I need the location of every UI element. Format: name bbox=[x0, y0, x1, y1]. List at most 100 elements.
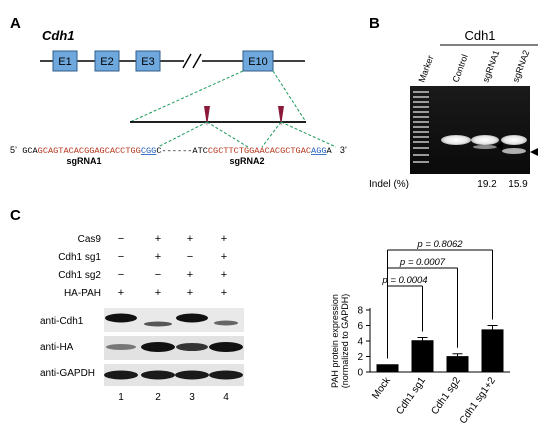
exon-e2: E2 bbox=[94, 50, 120, 72]
cleavage-arrow-1 bbox=[495, 142, 503, 150]
seq-gap: C------ATC bbox=[156, 146, 208, 156]
panel-b-gene-title: Cdh1 bbox=[464, 28, 495, 43]
exon-e1-label: E1 bbox=[58, 56, 71, 68]
seq-flank-2: A bbox=[327, 146, 333, 156]
blot-gapdh bbox=[104, 364, 244, 386]
x-category-label: Cdh1 sg1+2 bbox=[458, 375, 498, 426]
exon-e10-label: E10 bbox=[248, 56, 268, 68]
panel-c: C Cas9 Cdh1 sg1 Cdh1 sg2 HA-PAH − + + + … bbox=[10, 207, 510, 426]
indel-value-sgrna1: 19.2 bbox=[477, 179, 497, 190]
blot-ha bbox=[104, 336, 244, 360]
cell-sg2-1: − bbox=[118, 269, 124, 281]
gel-image bbox=[410, 86, 530, 174]
cell-sg1-3: − bbox=[187, 251, 193, 263]
y-axis-label-line1: PAH protein expression bbox=[330, 294, 340, 388]
blot-label-cdh1: anti-Cdh1 bbox=[40, 316, 84, 327]
lane-number-3: 3 bbox=[189, 392, 195, 403]
x-category-label: Cdh1 sg1 bbox=[394, 375, 428, 417]
bar bbox=[481, 329, 504, 372]
exon-e10: E10 bbox=[242, 50, 274, 72]
break-mark-2 bbox=[192, 53, 202, 69]
bar bbox=[376, 364, 399, 372]
band-sgrna2 bbox=[501, 135, 527, 145]
seq-flank-1: GCA bbox=[22, 146, 38, 156]
cut-site-2 bbox=[261, 106, 337, 148]
band-sgrna2-cleaved bbox=[502, 148, 526, 154]
blot-cdh1 bbox=[104, 308, 244, 332]
band-control bbox=[441, 135, 471, 145]
cell-sg1-1: − bbox=[118, 251, 124, 263]
y-tick-label: 2 bbox=[357, 352, 363, 363]
lane-number-2: 2 bbox=[155, 392, 161, 403]
row-label-hapah: HA-PAH bbox=[64, 288, 101, 299]
bar bbox=[446, 356, 469, 372]
seq-5prime: 5’ bbox=[10, 145, 17, 155]
sgrna2-label: sgRNA2 bbox=[229, 156, 264, 166]
lane-label-sgrna1: sgRNA1 bbox=[480, 49, 501, 84]
blot-label-gapdh: anti-GAPDH bbox=[40, 368, 95, 379]
cell-cas9-3: + bbox=[187, 233, 193, 245]
cell-cas9-4: + bbox=[221, 233, 227, 245]
cleavage-arrow-2 bbox=[530, 148, 538, 156]
seq-sgrna1: GCAGTACACGGAGCACCTGG bbox=[38, 146, 141, 156]
comparison-p-value: p = 0.8062 bbox=[416, 239, 463, 250]
bar bbox=[411, 340, 434, 372]
panel-a-gene-title: Cdh1 bbox=[42, 28, 75, 43]
cell-hapah-1: + bbox=[118, 287, 124, 299]
cell-sg2-4: + bbox=[221, 269, 227, 281]
panel-b-label: B bbox=[369, 15, 380, 32]
x-category-label: Mock bbox=[370, 375, 393, 402]
cell-sg1-4: + bbox=[221, 251, 227, 263]
row-label-sg2: Cdh1 sg2 bbox=[58, 270, 101, 281]
bar-chart: 0 2 4 6 8 PAH protein expression (normalized t… bbox=[330, 239, 510, 426]
cell-hapah-4: + bbox=[221, 287, 227, 299]
seq-3prime: 3’ bbox=[340, 145, 347, 155]
indel-value-sgrna2: 15.9 bbox=[508, 179, 528, 190]
cell-cas9-1: − bbox=[118, 233, 124, 245]
cut-site-1 bbox=[157, 106, 249, 148]
zoom-guide-left bbox=[129, 70, 244, 123]
y-axis-label-line2: (normalized to GAPDH) bbox=[340, 294, 350, 389]
lane-label-sgrna2: sgRNA2 bbox=[510, 49, 531, 84]
seq-pam2: AGG bbox=[311, 146, 326, 156]
seq-sgrna2: CGCTTCTGGAACACGCTGAC bbox=[208, 146, 311, 156]
cell-sg2-3: + bbox=[187, 269, 193, 281]
cell-cas9-2: + bbox=[155, 233, 161, 245]
cell-hapah-3: + bbox=[187, 287, 193, 299]
lane-number-4: 4 bbox=[223, 392, 229, 403]
indel-label: Indel (%) bbox=[369, 179, 409, 190]
condition-grid: − + + + − + − + − − + + + + + + bbox=[118, 233, 227, 299]
blot-label-ha: anti-HA bbox=[40, 342, 74, 353]
panel-a-label: A bbox=[10, 15, 21, 32]
row-label-cas9: Cas9 bbox=[78, 234, 102, 245]
y-tick-label: 8 bbox=[357, 306, 363, 317]
dna-sequence: 5’ GCAGCAGTACACGGAGCACCTGGCGGC------ATCC… bbox=[10, 145, 347, 156]
exon-e2-label: E2 bbox=[100, 56, 113, 68]
exon-e1: E1 bbox=[52, 50, 78, 72]
x-category-label: Cdh1 sg2 bbox=[429, 375, 463, 417]
sgrna1-label: sgRNA1 bbox=[66, 156, 101, 166]
row-label-sg1: Cdh1 sg1 bbox=[58, 252, 101, 263]
cell-sg1-2: + bbox=[155, 251, 161, 263]
exon-e3-label: E3 bbox=[141, 56, 154, 68]
lane-label-marker: Marker bbox=[416, 54, 435, 84]
panel-a: A Cdh1 E1 E2 E3 E10 bbox=[10, 15, 347, 166]
panel-c-label: C bbox=[10, 207, 21, 224]
cell-sg2-2: − bbox=[155, 269, 161, 281]
band-sgrna1 bbox=[471, 135, 499, 145]
comparison-p-value: p = 0.0007 bbox=[399, 257, 446, 268]
band-sgrna1-cleaved bbox=[473, 145, 497, 149]
y-tick-label: 4 bbox=[357, 337, 363, 348]
zoom-guide-right bbox=[272, 70, 307, 123]
cell-hapah-2: + bbox=[155, 287, 161, 299]
comparison-p-value: p = 0.0004 bbox=[381, 275, 427, 286]
lane-number-1: 1 bbox=[118, 392, 124, 403]
panel-b: B Cdh1 Marker Control sgRNA1 sgRNA2 bbox=[369, 15, 538, 190]
break-mark-1 bbox=[182, 53, 192, 69]
marker-ladder bbox=[413, 91, 429, 163]
y-tick-label: 6 bbox=[357, 321, 363, 332]
y-tick-label: 0 bbox=[357, 368, 363, 379]
lane-label-control: Control bbox=[450, 53, 469, 84]
seq-pam1: CGG bbox=[141, 146, 156, 156]
